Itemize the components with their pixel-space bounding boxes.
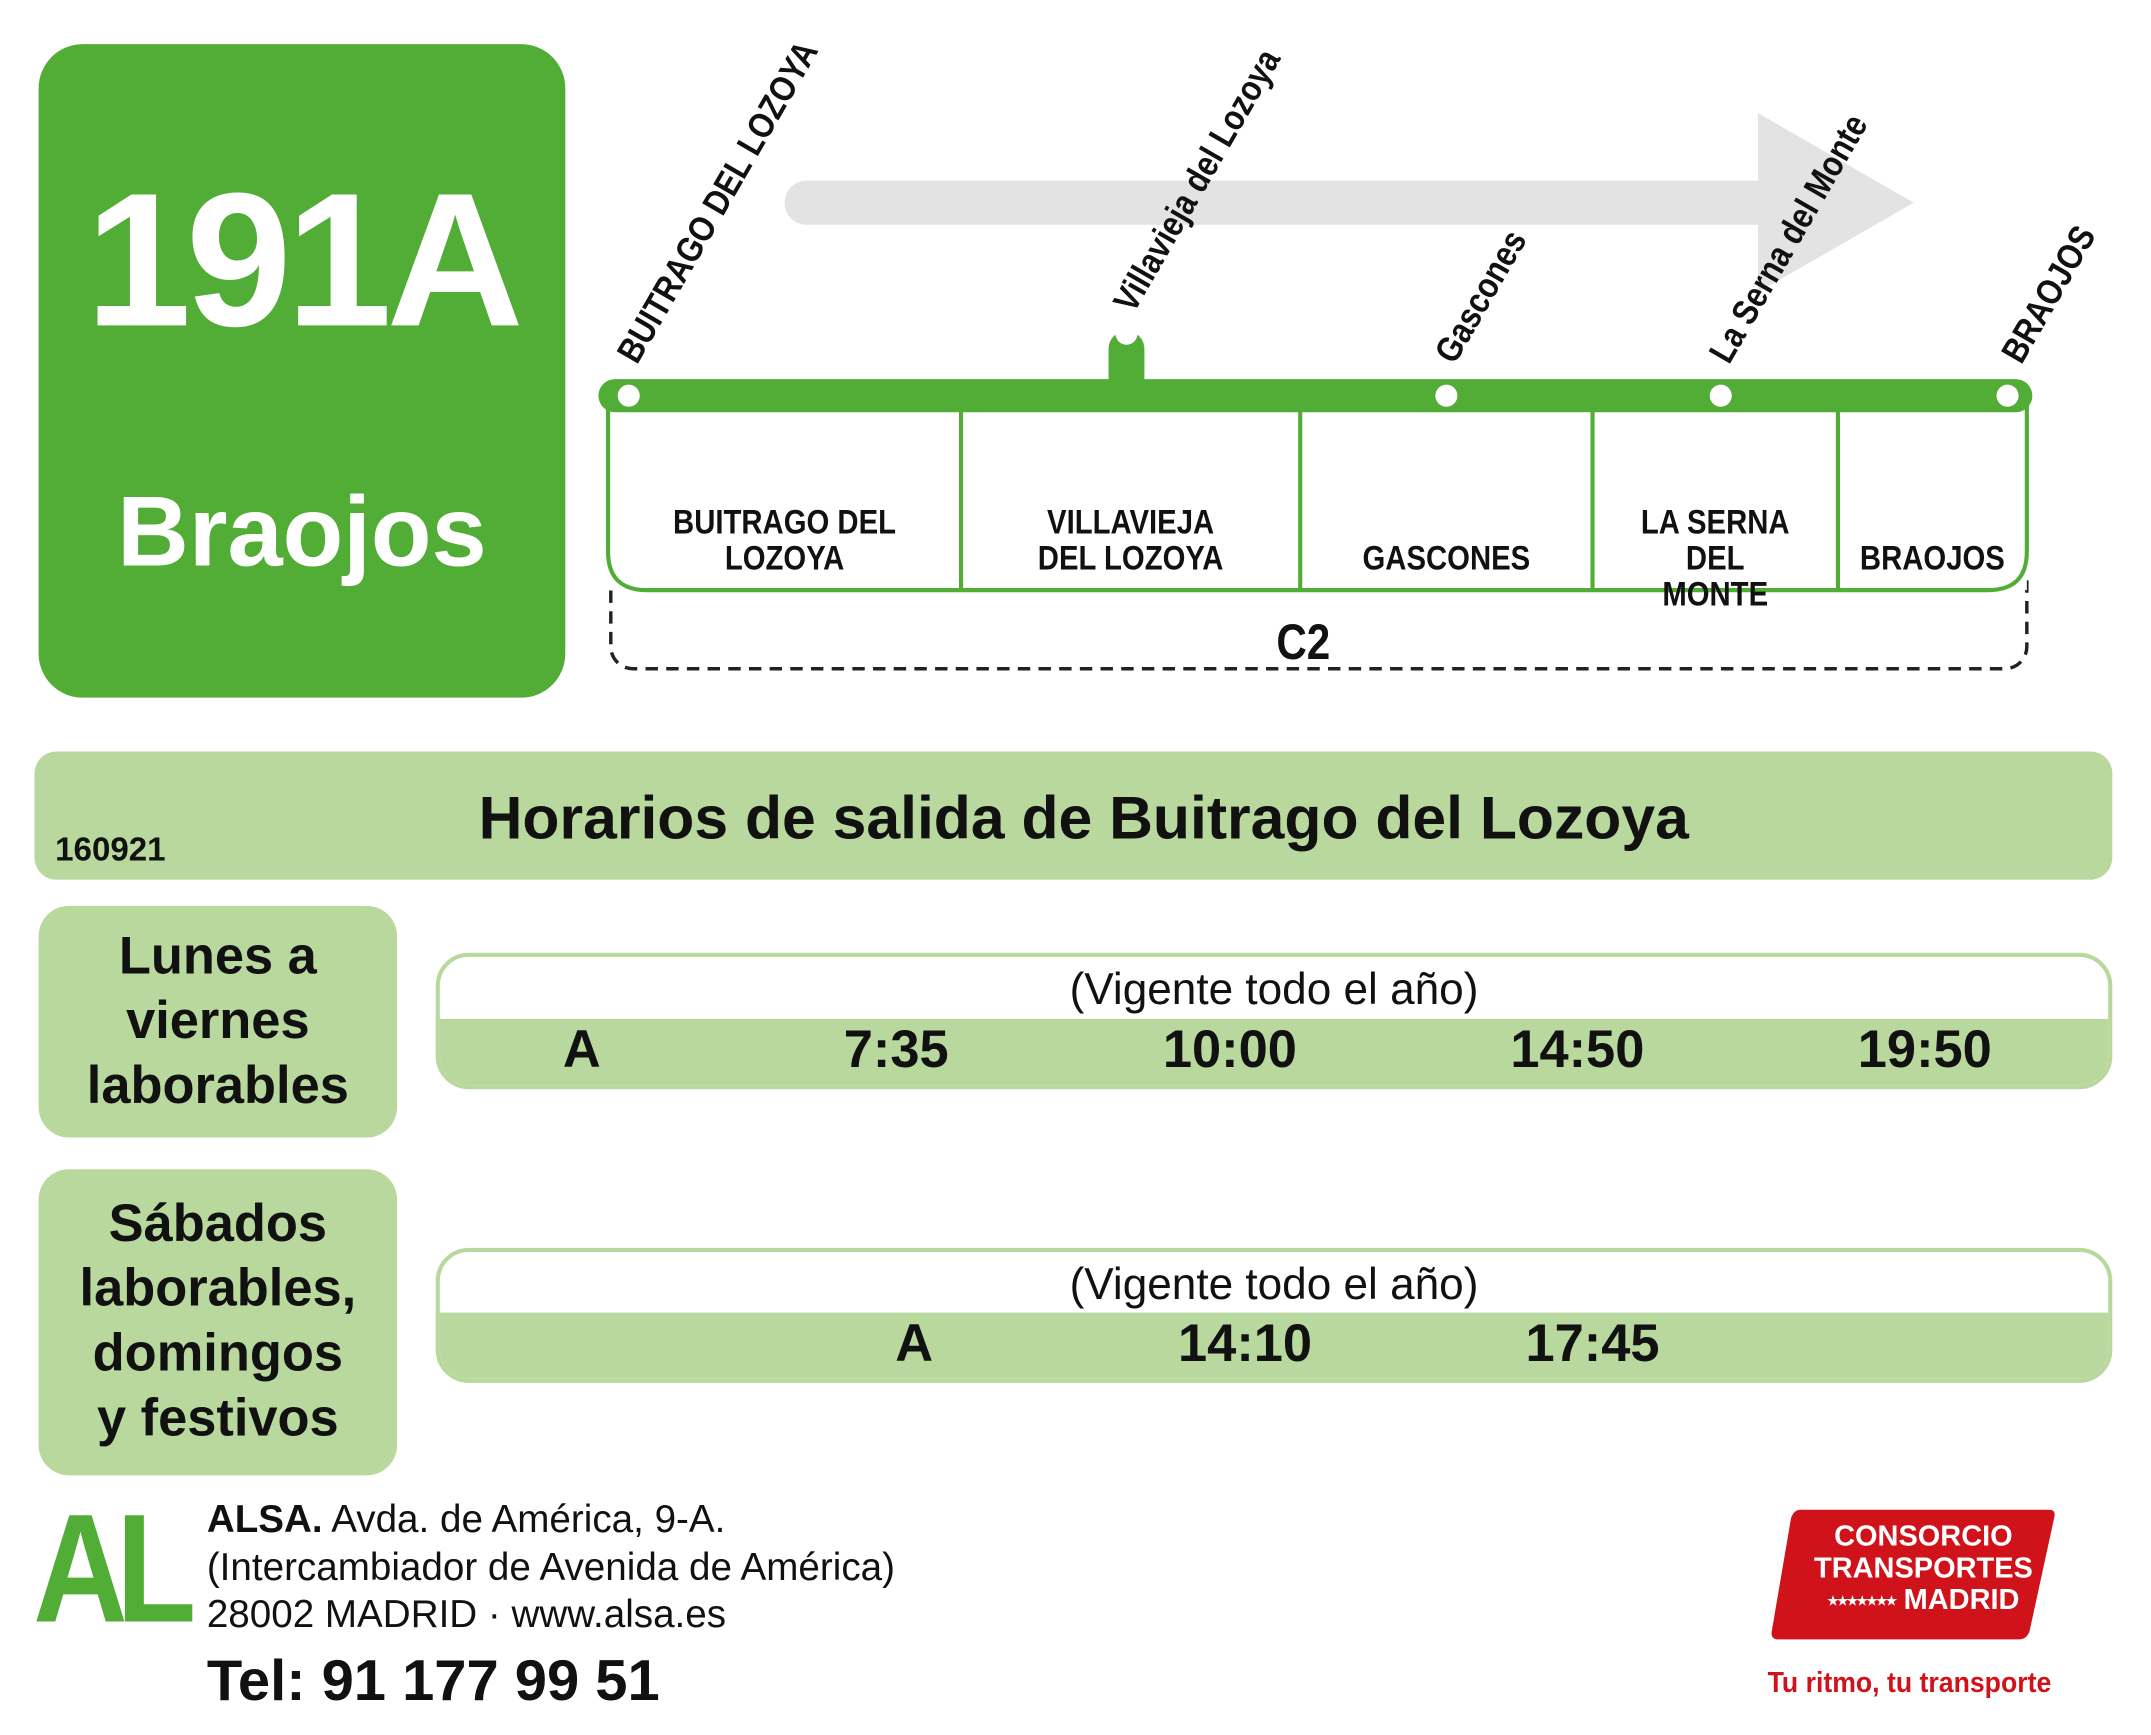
route-diagram: BUITRAGO DEL LOZOYA Villavieja del Lozoy… — [598, 35, 2104, 671]
alsa-logo: AL — [33, 1482, 196, 1655]
departure-time: 7:35 — [843, 1021, 949, 1080]
departure-time: 10:00 — [1162, 1021, 1297, 1080]
schedule-weekends: (Vigente todo el año) A 14:10 17:45 — [435, 1247, 2113, 1383]
fare-zone-label: C2 — [1276, 614, 1330, 670]
operator-address: (Intercambiador de Avenida de América) — [206, 1545, 895, 1589]
page-title: Horarios de salida de Buitrago del Lozoy… — [478, 784, 1689, 853]
day-type-weekdays: Lunes a viernes laborables — [38, 905, 398, 1138]
direction-arrow-icon — [784, 113, 1914, 293]
day-type-weekends: Sábados laborables, domingos y festivos — [38, 1169, 398, 1476]
validity-note: (Vigente todo el año) — [1069, 1258, 1479, 1309]
schedule-header: 160921 Horarios de salida de Buitrago de… — [34, 751, 2113, 880]
stop-label: Gascones — [1428, 224, 1535, 370]
stop-label: BRAOJOS — [1994, 219, 2104, 369]
service-label: A — [562, 1021, 601, 1080]
document-code: 160921 — [55, 831, 166, 869]
line-badge: 191A Braojos — [38, 44, 566, 698]
validity-note: (Vigente todo el año) — [1069, 963, 1479, 1014]
operator-phone: Tel: 91 177 99 51 — [206, 1647, 660, 1713]
departure-time: 14:50 — [1510, 1021, 1645, 1080]
operator-address[interactable]: 28002 MADRID · www.alsa.es — [206, 1592, 727, 1636]
stop-dot — [1996, 384, 2019, 407]
stop-dot — [1115, 322, 1138, 345]
schedule-weekdays: (Vigente todo el año) A 7:35 10:00 14:50… — [435, 952, 2113, 1090]
service-label: A — [895, 1315, 934, 1374]
zone-cell: BUITRAGO DEL LOZOYA — [673, 503, 897, 578]
stop-label: Villavieja del Lozoya — [1106, 42, 1289, 318]
departure-time: 17:45 — [1525, 1315, 1660, 1374]
consorcio-tagline: Tu ritmo, tu transporte — [1767, 1666, 2052, 1699]
line-number: 191A — [85, 154, 524, 367]
zone-cell: LA SERNA DEL MONTE — [1640, 503, 1790, 614]
zone-cell: VILLAVIEJA DEL LOZOYA — [1037, 503, 1224, 578]
stop-dot — [1435, 384, 1458, 407]
stop-dot — [617, 384, 640, 407]
departure-time: 19:50 — [1857, 1021, 1992, 1080]
consorcio-logo: CONSORCIO TRANSPORTES ★★★★★★★ MADRID — [1770, 1507, 2060, 1641]
line-destination: Braojos — [117, 477, 487, 588]
stars-icon: ★★★★★★★ — [1827, 1593, 1897, 1608]
zone-cell: BRAOJOS — [1859, 539, 2005, 578]
departure-time: 14:10 — [1178, 1315, 1313, 1374]
stop-dot — [1709, 384, 1732, 407]
operator-address: ALSA. Avda. de América, 9-A. — [206, 1497, 726, 1541]
zone-cell: GASCONES — [1362, 539, 1531, 578]
